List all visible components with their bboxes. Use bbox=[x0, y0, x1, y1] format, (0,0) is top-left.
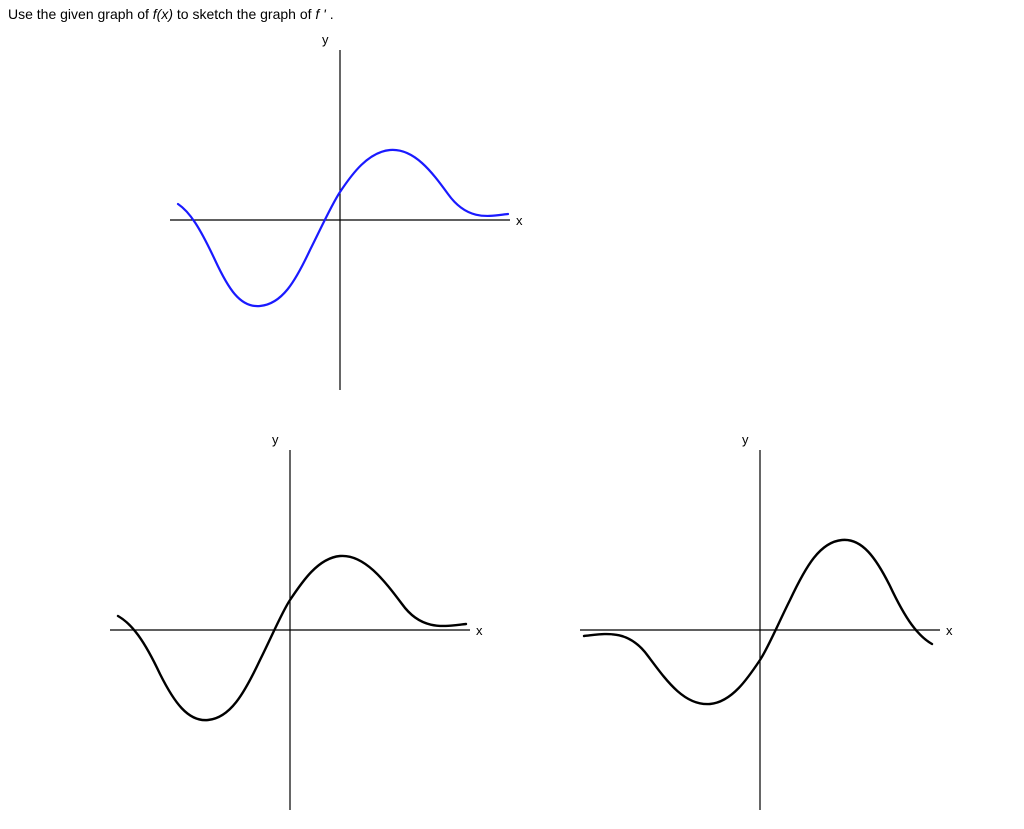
instr-suffix: . bbox=[330, 6, 334, 22]
chart-svg-main bbox=[150, 30, 530, 410]
chart-svg-optionA bbox=[100, 440, 500, 820]
y-label-main: y bbox=[322, 32, 329, 47]
instr-prefix: Use the given graph of bbox=[8, 6, 153, 22]
instr-mid: to sketch the graph of bbox=[177, 6, 316, 22]
curve-optionB bbox=[584, 540, 932, 704]
instr-fprime: f ' bbox=[315, 6, 325, 22]
y-label-optionA: y bbox=[272, 432, 279, 447]
chart-optionA: yx bbox=[100, 440, 500, 820]
curve-main bbox=[178, 150, 508, 306]
x-label-optionA: x bbox=[476, 623, 483, 638]
chart-svg-optionB bbox=[570, 440, 970, 820]
curve-optionA bbox=[118, 556, 466, 720]
instruction-text: Use the given graph of f(x) to sketch th… bbox=[8, 6, 334, 22]
chart-main: yx bbox=[150, 30, 530, 410]
x-label-main: x bbox=[516, 213, 523, 228]
x-label-optionB: x bbox=[946, 623, 953, 638]
instr-fx: f(x) bbox=[153, 6, 173, 22]
chart-optionB: yx bbox=[570, 440, 970, 820]
y-label-optionB: y bbox=[742, 432, 749, 447]
